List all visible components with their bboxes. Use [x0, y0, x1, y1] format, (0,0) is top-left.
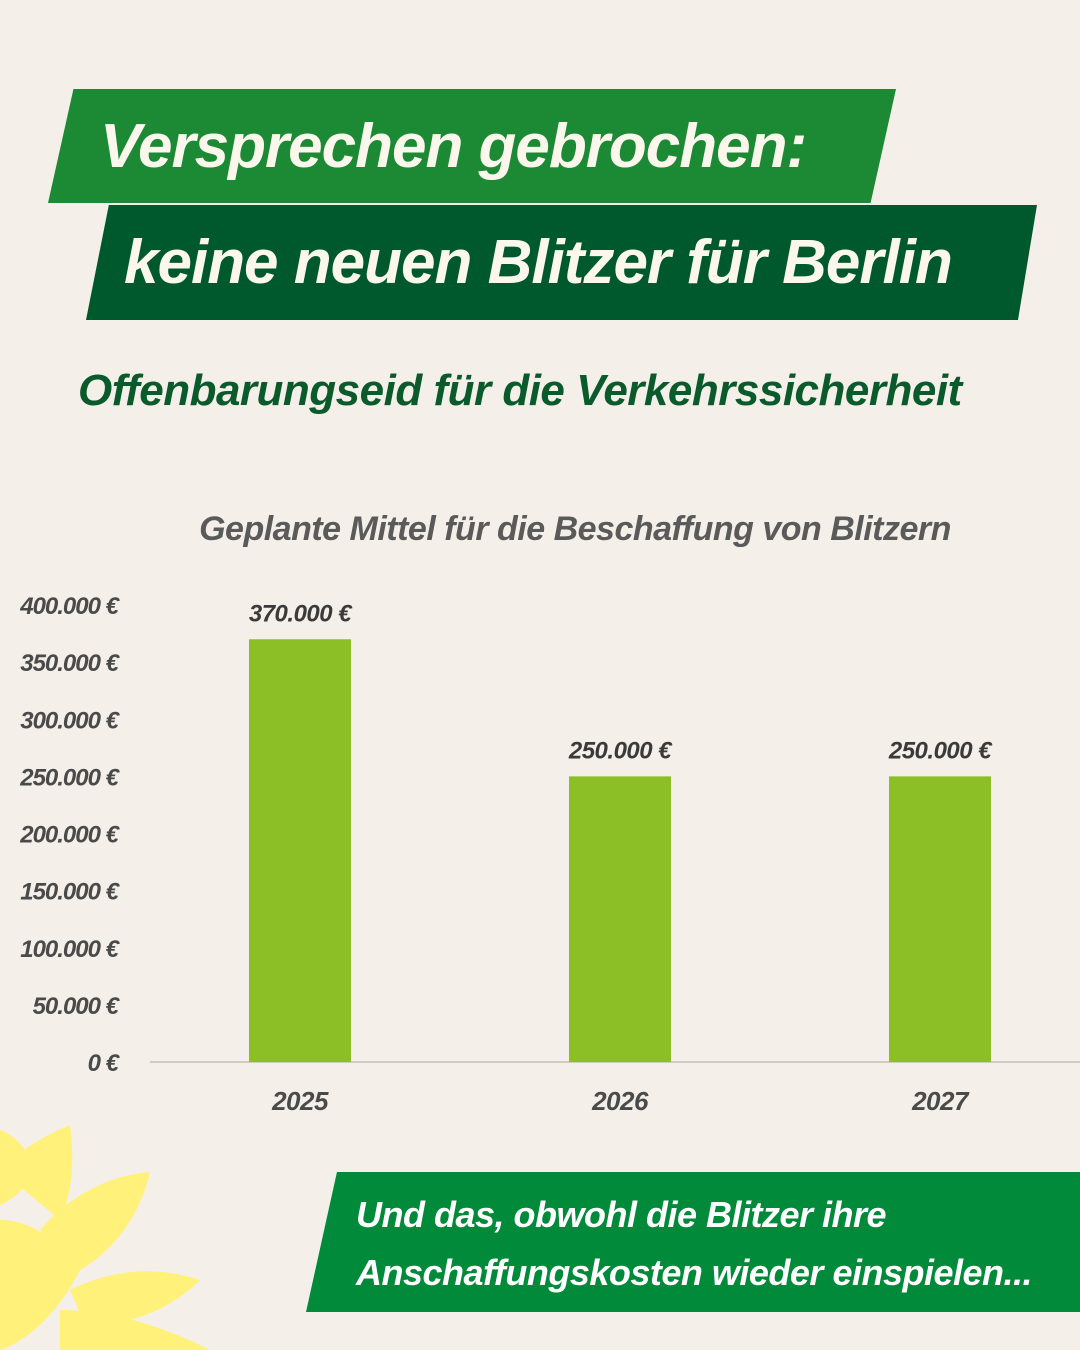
- bar-2027: [889, 776, 991, 1062]
- y-tick-label: 300.000 €: [20, 707, 120, 734]
- headline-line-2: keine neuen Blitzer für Berlin: [124, 228, 953, 297]
- footer-text: Und das, obwohl die Blitzer ihre Anschaf…: [356, 1186, 1076, 1302]
- data-label-2027: 250.000 €: [888, 737, 993, 764]
- footer-line-1: Und das, obwohl die Blitzer ihre: [356, 1194, 887, 1235]
- y-tick-label: 350.000 €: [20, 650, 120, 677]
- headline-line-1: Versprechen gebrochen:: [100, 111, 807, 181]
- y-tick-label: 50.000 €: [33, 993, 121, 1020]
- sunflower-icon: [0, 1125, 210, 1350]
- y-tick-label: 100.000 €: [20, 936, 120, 963]
- headline-banner-2: keine neuen Blitzer für Berlin: [86, 205, 1037, 320]
- bar-chart: 0 € 50.000 € 100.000 € 150.000 € 200.000 € 25…: [19, 593, 1080, 1116]
- footer-line-2: Anschaffungskosten wieder einspielen...: [356, 1252, 1033, 1293]
- bar-2025: [249, 639, 351, 1062]
- y-tick-label: 0 €: [88, 1050, 121, 1077]
- data-label-2025: 370.000 €: [249, 600, 353, 627]
- x-tick-label-2027: 2027: [911, 1086, 970, 1116]
- y-tick-label: 400.000 €: [19, 593, 120, 620]
- x-tick-label-2026: 2026: [591, 1086, 649, 1116]
- bar-2026: [569, 776, 671, 1062]
- subtitle: Offenbarungseid für die Verkehrssicherhe…: [78, 366, 962, 415]
- footer-banner: [306, 1172, 1080, 1312]
- y-tick-label: 250.000 €: [19, 764, 120, 791]
- y-tick-label: 150.000 €: [20, 879, 120, 906]
- x-tick-label-2025: 2025: [271, 1086, 329, 1116]
- chart-title: Geplante Mittel für die Beschaffung von …: [199, 510, 951, 548]
- data-label-2026: 250.000 €: [568, 737, 673, 764]
- headline-banner-1: Versprechen gebrochen:: [48, 89, 896, 203]
- y-tick-label: 200.000 €: [19, 822, 120, 849]
